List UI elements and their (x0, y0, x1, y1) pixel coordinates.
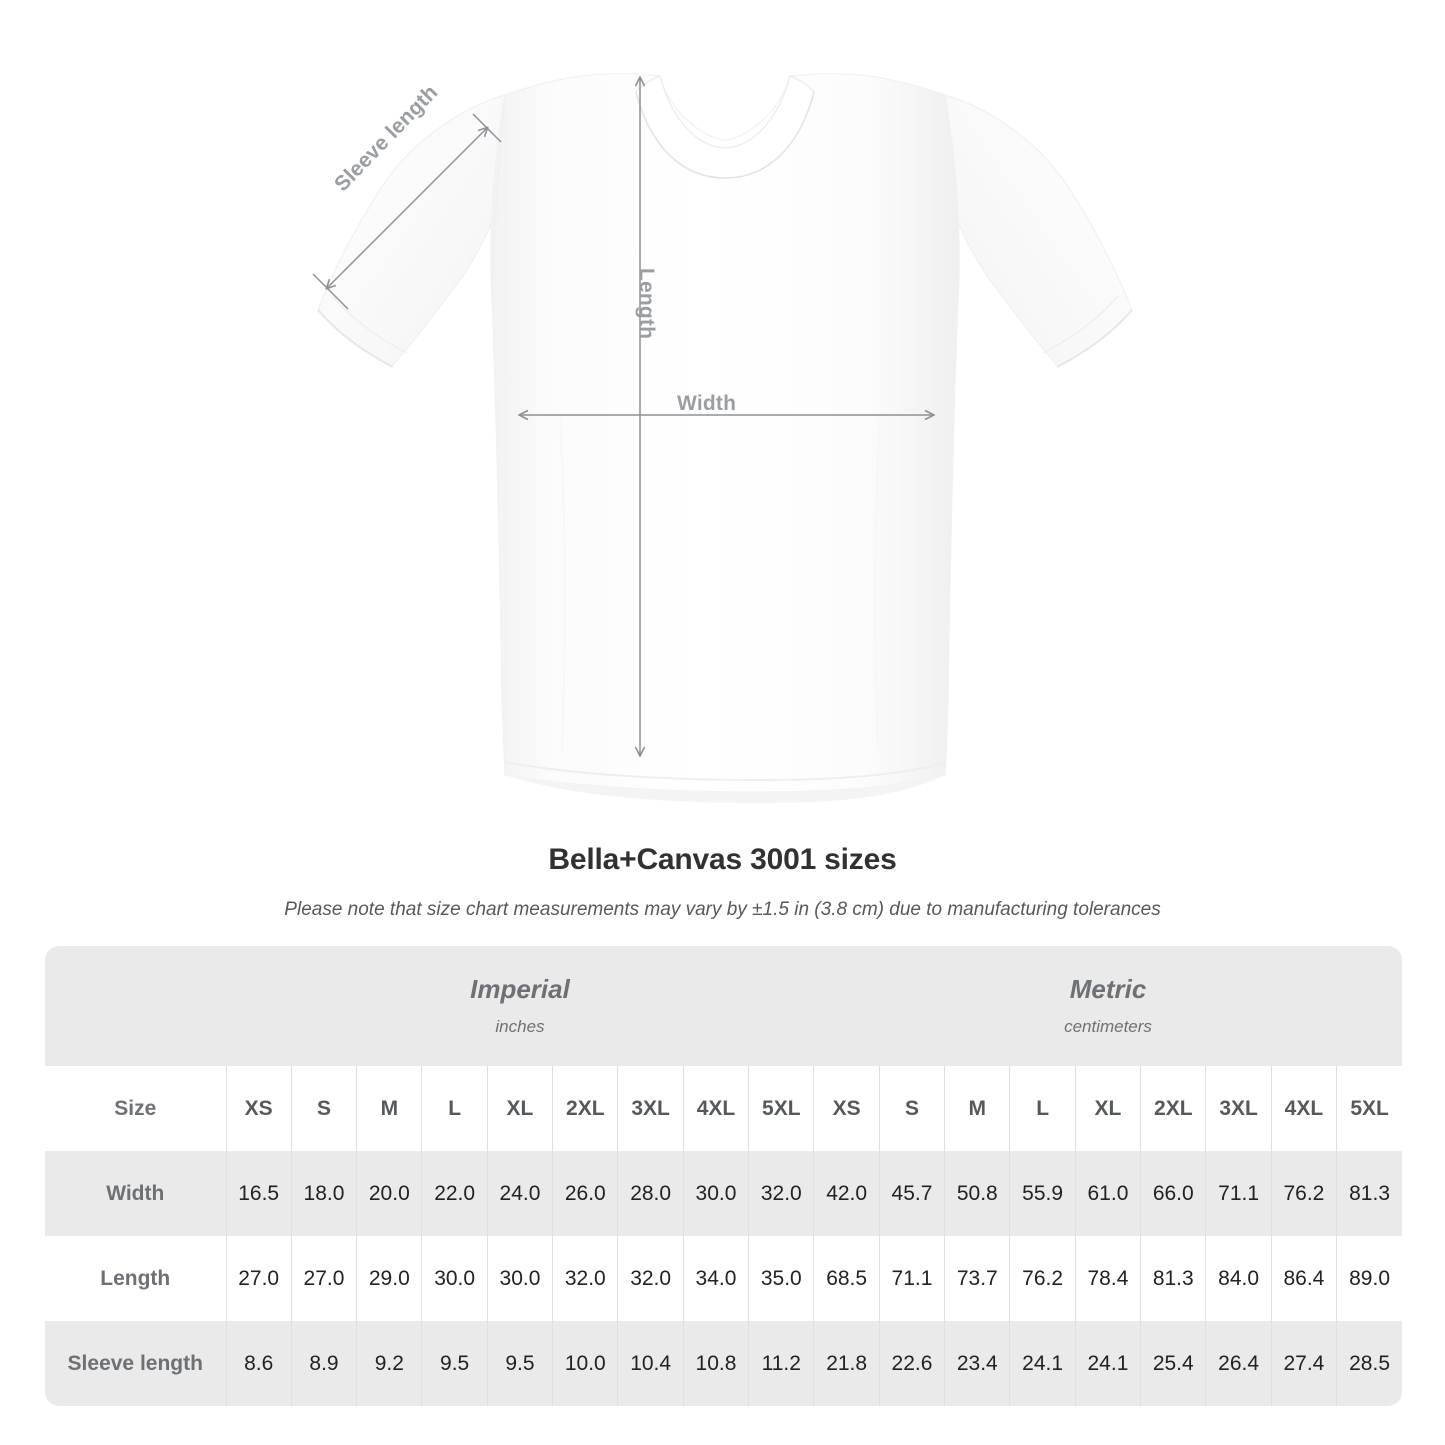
size-chart-table-container: Imperial inches Metric centimeters Size XS S M L… (45, 946, 1402, 1406)
tshirt-shape (317, 73, 1133, 803)
measurement-cell: 30.0 (486, 1236, 553, 1321)
measurement-cell: 86.4 (1270, 1236, 1337, 1321)
size-column-header: 4XL (682, 1066, 749, 1151)
measurement-cell: 10.0 (552, 1321, 618, 1406)
size-header-label: Size (45, 1066, 226, 1151)
measurement-cell: 42.0 (813, 1151, 880, 1236)
measurement-cell: 78.4 (1074, 1236, 1141, 1321)
measurement-cell: 8.9 (290, 1321, 357, 1406)
measurement-cell: 66.0 (1140, 1151, 1206, 1236)
chart-title: Bella+Canvas 3001 sizes (548, 843, 897, 876)
size-column-header: 5XL (748, 1066, 814, 1151)
size-column-header: S (878, 1066, 945, 1151)
measurement-cell: 68.5 (813, 1236, 880, 1321)
measurement-cell: 73.7 (944, 1236, 1010, 1321)
unit-group-imperial: Imperial inches (226, 946, 814, 1066)
measurement-cell: 26.4 (1205, 1321, 1272, 1406)
unit-group-name: Metric (1069, 974, 1147, 1005)
measurement-cell: 32.0 (748, 1151, 814, 1236)
measurement-cell: 21.8 (813, 1321, 880, 1406)
measurement-cell: 8.6 (225, 1321, 292, 1406)
size-column-header: 3XL (1205, 1066, 1272, 1151)
measurement-cell: 26.0 (552, 1151, 618, 1236)
measurement-cell: 22.0 (421, 1151, 488, 1236)
measurement-cell: 18.0 (290, 1151, 357, 1236)
size-column-header: XS (813, 1066, 880, 1151)
unit-group-row: Imperial inches Metric centimeters (45, 946, 1402, 1066)
measurement-cell: 30.0 (682, 1151, 749, 1236)
measurement-cell: 45.7 (878, 1151, 945, 1236)
measurement-cell: 61.0 (1074, 1151, 1141, 1236)
unit-group-metric: Metric centimeters (813, 946, 1402, 1066)
measurement-cell: 84.0 (1205, 1236, 1272, 1321)
measurement-cell: 71.1 (878, 1236, 945, 1321)
size-column-header: XL (1074, 1066, 1141, 1151)
measurement-cell: 24.0 (486, 1151, 553, 1236)
size-column-header: 3XL (617, 1066, 684, 1151)
size-column-header: M (944, 1066, 1010, 1151)
measurement-cell: 23.4 (944, 1321, 1010, 1406)
size-column-header: XL (486, 1066, 553, 1151)
measurement-cell: 55.9 (1009, 1151, 1076, 1236)
size-column-header: S (290, 1066, 357, 1151)
measurement-row-label: Width (45, 1151, 226, 1236)
width-dimension-label: Width (677, 392, 737, 415)
measurement-cell: 28.5 (1336, 1321, 1402, 1406)
size-column-header: XS (225, 1066, 292, 1151)
measurement-cell: 16.5 (225, 1151, 292, 1236)
size-chart-table: Imperial inches Metric centimeters Size XS S M L… (45, 946, 1402, 1406)
length-dimension-label: Length (635, 268, 658, 340)
measurement-cell: 30.0 (421, 1236, 488, 1321)
measurement-cell: 10.8 (682, 1321, 749, 1406)
size-column-header: L (421, 1066, 488, 1151)
measurement-cell: 24.1 (1074, 1321, 1141, 1406)
unit-row-spacer (45, 946, 226, 1066)
size-column-header: 2XL (1140, 1066, 1206, 1151)
measurement-cell: 24.1 (1009, 1321, 1076, 1406)
measurement-cell: 22.6 (878, 1321, 945, 1406)
measurement-cell: 81.3 (1336, 1151, 1402, 1236)
measurement-cell: 9.2 (356, 1321, 422, 1406)
chart-heading: Bella+Canvas 3001 sizes Please note that… (0, 843, 1445, 921)
size-column-header: 2XL (552, 1066, 618, 1151)
tshirt-diagram: Sleeve length Length Width (312, 73, 1133, 803)
unit-group-name: Imperial (470, 974, 570, 1005)
measurement-cell: 71.1 (1205, 1151, 1272, 1236)
size-column-header: 5XL (1336, 1066, 1402, 1151)
size-header-row: Size XS S M L XL 2XL 3XL 4XL 5XL XS S M L XL 2XL 3XL 4XL 5… (45, 1066, 1402, 1151)
measurement-cell: 50.8 (944, 1151, 1010, 1236)
measurement-cell: 28.0 (617, 1151, 684, 1236)
size-column-header: 4XL (1270, 1066, 1337, 1151)
measurement-cell: 20.0 (356, 1151, 422, 1236)
measurement-arrows (312, 78, 933, 755)
measurement-cell: 27.4 (1270, 1321, 1337, 1406)
measurement-cell: 34.0 (682, 1236, 749, 1321)
measurement-cell: 27.0 (225, 1236, 292, 1321)
measurement-cell: 32.0 (617, 1236, 684, 1321)
size-column-header: M (356, 1066, 422, 1151)
table-row: Width 16.5 18.0 20.0 22.0 24.0 26.0 28.0 30.0 32.… (45, 1151, 1402, 1236)
measurement-cell: 11.2 (748, 1321, 814, 1406)
measurement-row-label: Sleeve length (45, 1321, 226, 1406)
measurement-cell: 81.3 (1140, 1236, 1206, 1321)
unit-group-sub: centimeters (1064, 1016, 1152, 1036)
measurement-cell: 9.5 (421, 1321, 488, 1406)
tolerance-note: Please note that size chart measurements… (284, 899, 1161, 920)
measurement-cell: 25.4 (1140, 1321, 1206, 1406)
measurement-cell: 89.0 (1336, 1236, 1402, 1321)
measurement-cell: 32.0 (552, 1236, 618, 1321)
measurement-cell: 10.4 (617, 1321, 684, 1406)
unit-group-sub: inches (495, 1016, 545, 1036)
table-row: Length 27.0 27.0 29.0 30.0 30.0 32.0 32.0 34.0 35… (45, 1236, 1402, 1321)
size-column-header: L (1009, 1066, 1076, 1151)
measurement-row-label: Length (45, 1236, 226, 1321)
measurement-cell: 9.5 (486, 1321, 553, 1406)
measurement-cell: 27.0 (290, 1236, 357, 1321)
measurement-cell: 76.2 (1270, 1151, 1337, 1236)
measurement-cell: 76.2 (1009, 1236, 1076, 1321)
table-row: Sleeve length 8.6 8.9 9.2 9.5 9.5 10.0 10.4 10.8… (45, 1321, 1402, 1406)
measurement-cell: 35.0 (748, 1236, 814, 1321)
measurement-cell: 29.0 (356, 1236, 422, 1321)
